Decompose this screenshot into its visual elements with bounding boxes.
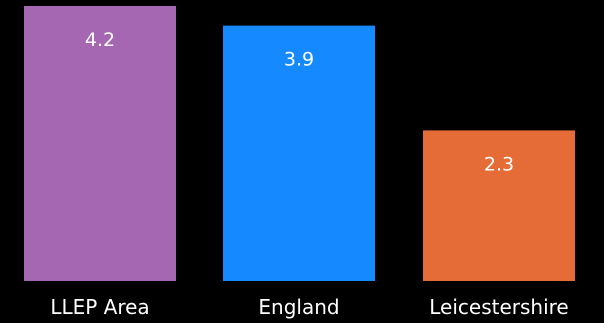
category-labels-group: LLEP Area England Leicestershire — [50, 295, 568, 319]
value-label-england: 3.9 — [284, 49, 314, 71]
category-label-llep-area: LLEP Area — [50, 295, 149, 319]
value-label-llep-area: 4.2 — [85, 29, 115, 51]
value-labels-group: 4.2 3.9 2.3 — [85, 29, 514, 175]
value-label-leicestershire: 2.3 — [484, 153, 514, 175]
bar-llep-area — [24, 6, 176, 281]
bar-england — [223, 25, 375, 282]
bar-leicestershire — [423, 130, 575, 281]
category-label-england: England — [258, 295, 339, 319]
category-label-leicestershire: Leicestershire — [429, 295, 568, 319]
bars-group — [24, 6, 575, 282]
